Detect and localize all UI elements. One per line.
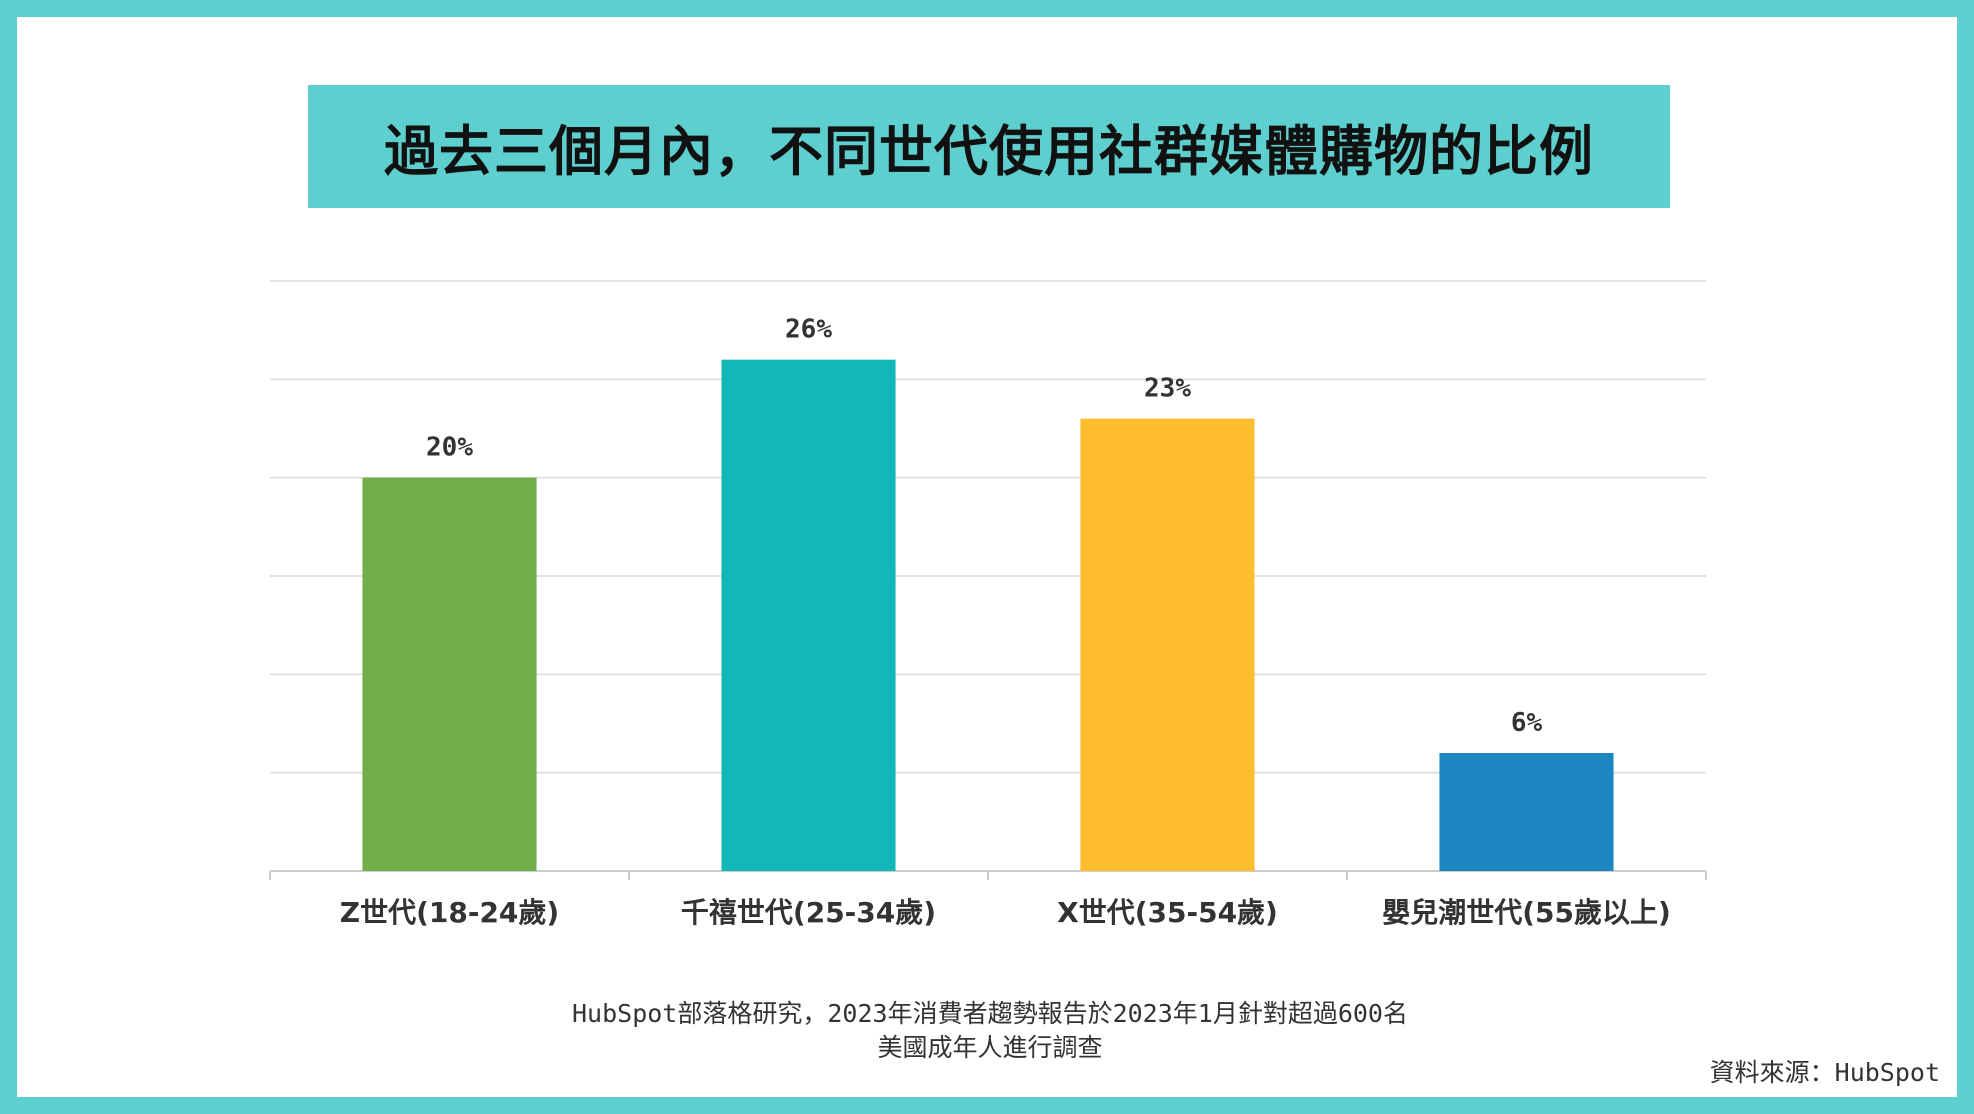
data-label: 23% [1144, 374, 1191, 404]
footnote-line-1: HubSpot部落格研究，2023年消費者趨勢報告於2023年1月針對超過600… [572, 999, 1408, 1028]
data-label: 6% [1511, 708, 1543, 738]
category-tick-label: X世代(35-54歲) [1057, 896, 1278, 929]
category-tick-label: Z世代(18-24歲) [340, 896, 559, 929]
source-credit: 資料來源：HubSpot [1709, 1058, 1940, 1087]
bar [721, 359, 896, 871]
footnote-line-2: 美國成年人進行調查 [877, 1033, 1103, 1062]
category-tick-label: 嬰兒潮世代(55歲以上) [1382, 896, 1671, 929]
bar [1080, 418, 1255, 871]
category-tick-label: 千禧世代(25-34歲) [681, 896, 936, 929]
data-label: 20% [426, 433, 473, 463]
chart-title: 過去三個月內，不同世代使用社群媒體購物的比例 [384, 120, 1594, 183]
data-label: 26% [785, 315, 832, 345]
title-banner: 過去三個月內，不同世代使用社群媒體購物的比例 [308, 85, 1670, 208]
bar [1439, 753, 1614, 871]
bar [362, 477, 537, 871]
